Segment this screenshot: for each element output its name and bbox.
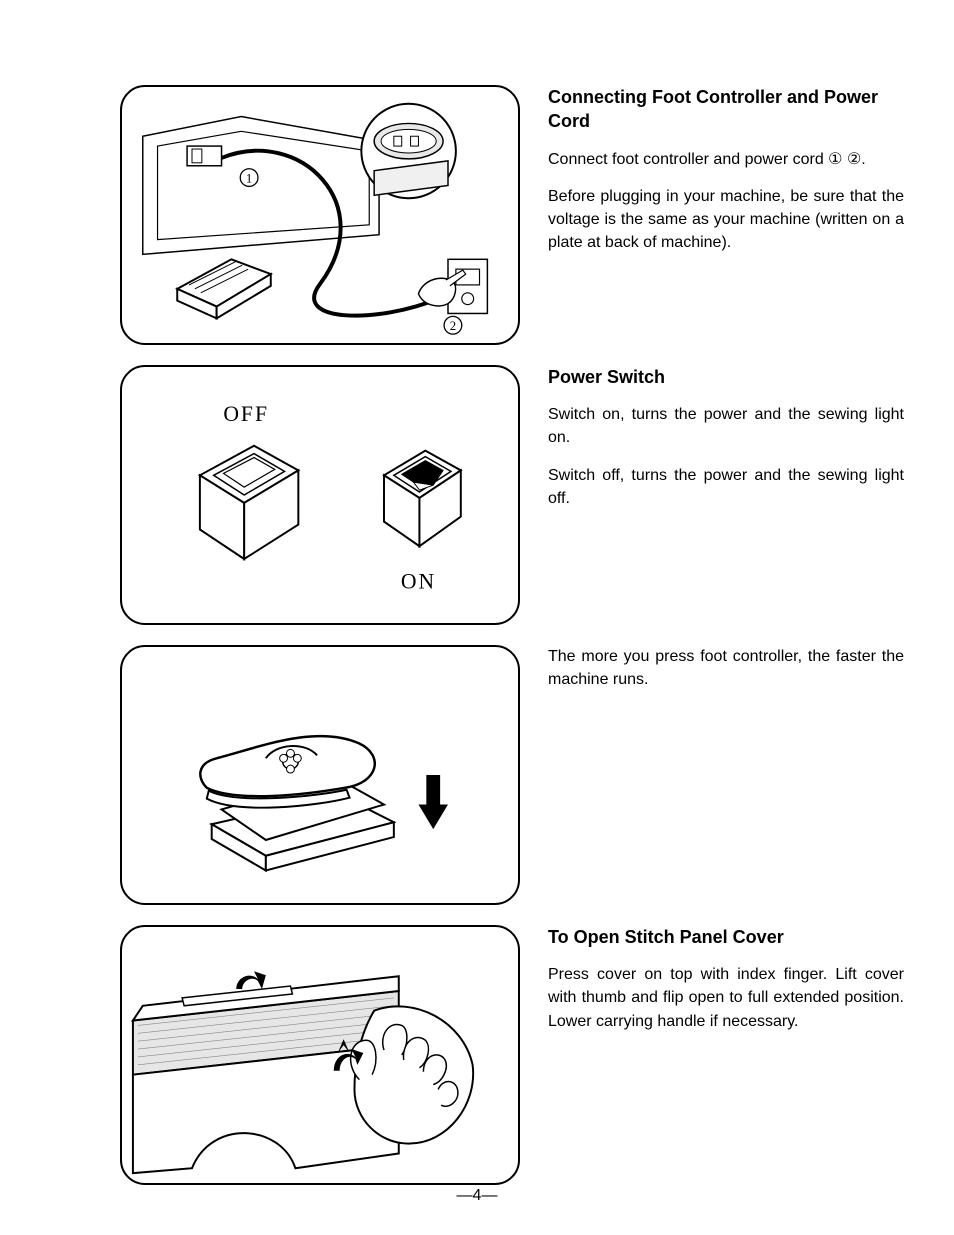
section-connecting: 1 2 Connecting Foot Controller and Power… bbox=[120, 85, 904, 345]
para-power-2: Switch off, turns the power and the sewi… bbox=[548, 464, 904, 510]
figure-stitch-panel bbox=[120, 925, 520, 1185]
manual-page: 1 2 Connecting Foot Controller and Power… bbox=[0, 0, 954, 1235]
text-foot-press: The more you press foot controller, the … bbox=[520, 645, 904, 705]
text-power-switch: Power Switch Switch on, turns the power … bbox=[520, 365, 904, 524]
section-stitch-panel: To Open Stitch Panel Cover Press cover o… bbox=[120, 925, 904, 1185]
para-stitch-1: Press cover on top with index finger. Li… bbox=[548, 963, 904, 1033]
page-number: —4— bbox=[0, 1187, 954, 1205]
callout-2: 2 bbox=[450, 319, 456, 333]
section-foot-press: The more you press foot controller, the … bbox=[120, 645, 904, 905]
text-connecting: Connecting Foot Controller and Power Cor… bbox=[520, 85, 904, 268]
para-power-1: Switch on, turns the power and the sewin… bbox=[548, 403, 904, 449]
callout-1: 1 bbox=[246, 172, 252, 186]
label-off: OFF bbox=[223, 402, 269, 426]
figure-foot-press bbox=[120, 645, 520, 905]
para-connecting-1: Connect foot controller and power cord ①… bbox=[548, 148, 904, 171]
text-stitch-panel: To Open Stitch Panel Cover Press cover o… bbox=[520, 925, 904, 1047]
para-foot-press-1: The more you press foot controller, the … bbox=[548, 645, 904, 691]
para-connecting-2: Before plugging in your machine, be sure… bbox=[548, 185, 904, 255]
label-on: ON bbox=[401, 570, 436, 594]
section-power-switch: OFF ON bbox=[120, 365, 904, 625]
figure-power-switch: OFF ON bbox=[120, 365, 520, 625]
figure-foot-controller-power-cord: 1 2 bbox=[120, 85, 520, 345]
heading-connecting: Connecting Foot Controller and Power Cor… bbox=[548, 85, 904, 134]
heading-power-switch: Power Switch bbox=[548, 365, 904, 389]
heading-stitch-panel: To Open Stitch Panel Cover bbox=[548, 925, 904, 949]
